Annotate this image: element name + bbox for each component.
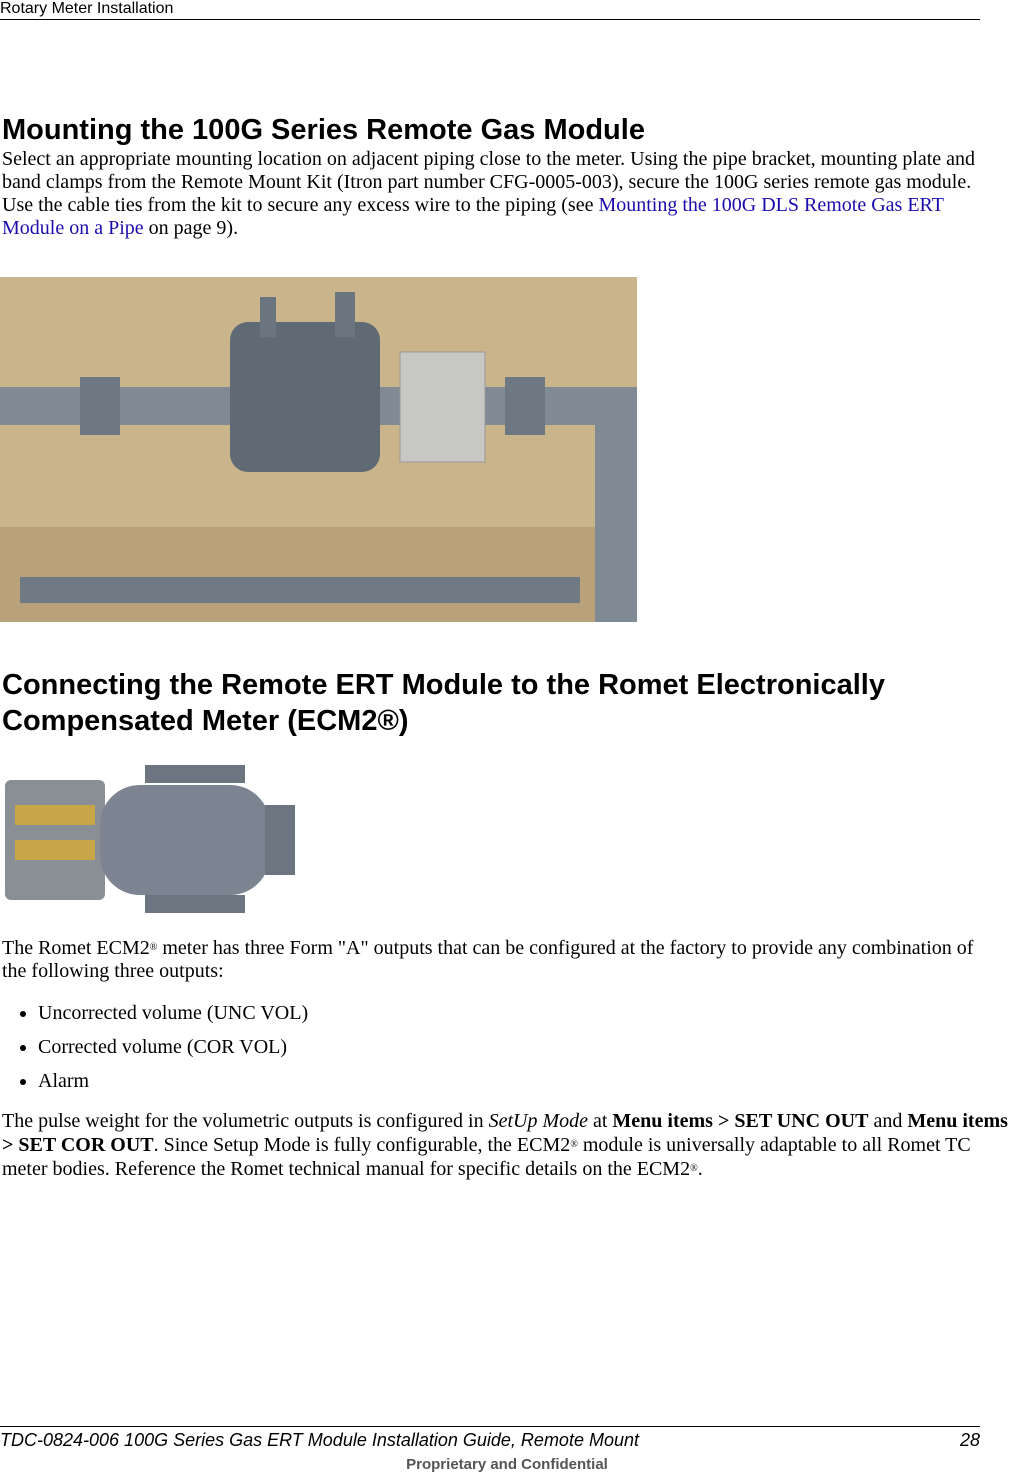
section-heading: Mounting the 100G Series Remote Gas Modu… (2, 114, 645, 146)
text: on page 9). (143, 217, 239, 239)
meter-photo (0, 277, 637, 622)
text: and (868, 1110, 908, 1132)
page-footer: TDC-0824-006 100G Series Gas ERT Module … (0, 1426, 980, 1451)
paragraph: Select an appropriate mounting location … (2, 148, 992, 240)
cross-reference-link[interactable]: Mounting the 100G DLS Remote Gas ERT Mod… (2, 194, 944, 239)
bullet-item: Corrected volume (COR VOL) (38, 1036, 938, 1059)
text: module is universally adaptable to all R… (2, 1134, 971, 1180)
bullet-item: Alarm (38, 1070, 938, 1093)
text: meter has three Form "A" outputs that ca… (2, 937, 974, 982)
paragraph: The pulse weight for the volumetric outp… (2, 1110, 1014, 1181)
bullet-list: Uncorrected volume (UNC VOL) Corrected v… (2, 1002, 938, 1104)
section-heading: Connecting the Remote ERT Module to the … (2, 669, 885, 737)
bold-text: Menu items > SET COR OUT (2, 1110, 1008, 1156)
italic-text: SetUp Mode (488, 1110, 588, 1132)
registered-mark: ® (690, 1163, 698, 1174)
ecm2-photo (5, 765, 295, 913)
text: The pulse weight for the volumetric outp… (2, 1110, 489, 1132)
confidential-notice: Proprietary and Confidential (406, 1456, 608, 1473)
text: . (697, 1158, 703, 1180)
registered-mark: ® (149, 942, 158, 953)
header-title: Rotary Meter Installation (0, 0, 174, 17)
text: . Since Setup Mode is fully configurable… (153, 1134, 571, 1156)
paragraph: The Romet ECM2® meter has three Form "A"… (2, 936, 1002, 983)
page-number: 28 (959, 1430, 980, 1450)
bold-text: Menu items > SET UNC OUT (612, 1110, 869, 1132)
text: at (587, 1110, 613, 1132)
text: The Romet ECM2 (2, 937, 150, 959)
text: Select an appropriate mounting location … (2, 148, 976, 216)
page-header: Rotary Meter Installation (0, 0, 980, 20)
footer-doc-title: TDC-0824-006 100G Series Gas ERT Module … (0, 1430, 639, 1450)
registered-mark: ® (570, 1139, 578, 1150)
bullet-item: Uncorrected volume (UNC VOL) (38, 1002, 938, 1025)
